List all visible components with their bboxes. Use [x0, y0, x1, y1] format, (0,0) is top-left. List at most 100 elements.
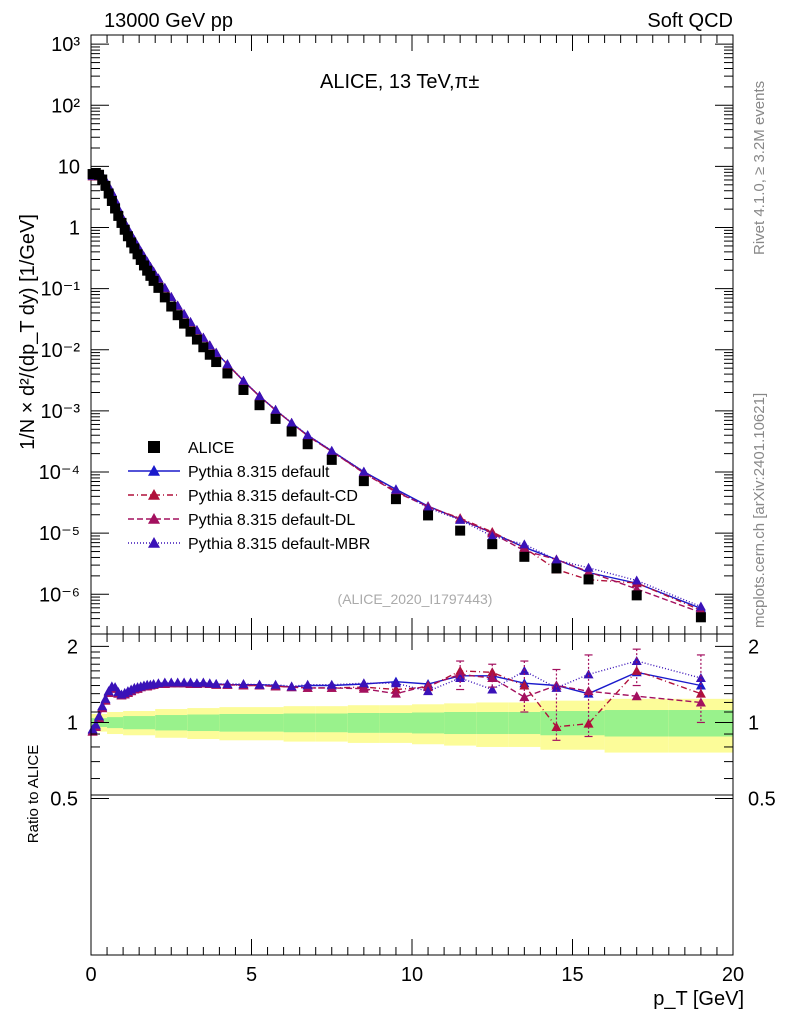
- legend-label: Pythia 8.315 default-MBR: [188, 536, 370, 553]
- y-tick-label: 10⁻⁴: [39, 462, 80, 484]
- band-inner: [412, 712, 445, 734]
- uncertainty-band: [91, 698, 733, 753]
- ratio-point: [583, 686, 594, 696]
- ratio-point: [695, 697, 706, 707]
- ratio-point: [583, 669, 594, 679]
- ratio-point: [87, 724, 98, 734]
- band-inner: [155, 715, 188, 731]
- ratio-point: [222, 678, 233, 688]
- x-tick-label: 5: [246, 964, 257, 986]
- main-y-tick-labels: 10³ 10² 10 1 10⁻¹ 10⁻² 10⁻³ 10⁻⁴ 10⁻⁵ 10⁻⁶: [39, 34, 81, 606]
- alice-point: [166, 301, 177, 312]
- band-inner: [668, 710, 733, 737]
- alice-point: [583, 574, 594, 585]
- main-series: [87, 168, 706, 623]
- alice-point: [116, 217, 127, 228]
- main-point: [519, 539, 530, 549]
- ratio-panel: 2 2 1 1 0.5 0.5 0 5 10 15 20 Ratio to ALICE p_T […: [25, 633, 776, 1010]
- alice-point: [222, 368, 233, 379]
- ratio-point: [631, 656, 642, 666]
- main-point: [270, 404, 281, 414]
- alice-point: [153, 282, 164, 293]
- ratio-point: [270, 679, 281, 689]
- ratio-y-tick-label-right: 2: [748, 636, 759, 658]
- x-axis-label: p_T [GeV]: [653, 988, 744, 1010]
- ratio-point: [159, 677, 170, 687]
- x-tick-label: 20: [722, 964, 744, 986]
- band-inner: [219, 714, 252, 732]
- alice-point: [302, 439, 313, 450]
- x-tick-label: 15: [561, 964, 583, 986]
- ratio-point: [254, 679, 265, 689]
- alice-point: [138, 260, 149, 271]
- y-tick-label: 10⁻²: [41, 340, 81, 362]
- alice-point: [113, 210, 124, 221]
- alice-point: [185, 326, 196, 337]
- ratio-point: [423, 680, 434, 690]
- ratio-y-tick-label: 0.5: [50, 789, 78, 811]
- main-point: [358, 466, 369, 476]
- ratio-point: [179, 677, 190, 687]
- ratio-point: [390, 688, 401, 698]
- legend-swatch-data: [148, 441, 160, 453]
- y-tick-label: 10: [58, 156, 80, 178]
- legend: ALICE Pythia 8.315 default Pythia 8.315 de…: [128, 440, 370, 553]
- alice-point: [179, 318, 190, 329]
- band-inner: [107, 717, 124, 729]
- main-point: [423, 502, 434, 512]
- alice-point: [286, 426, 297, 437]
- alice-point: [103, 188, 114, 199]
- band-inner: [251, 714, 284, 732]
- rivet-caption: Rivet 4.1.0, ≥ 3.2M events: [751, 81, 768, 255]
- band-inner: [347, 713, 380, 733]
- alice-point: [159, 292, 170, 303]
- band-inner: [283, 713, 316, 733]
- ratio-y-tick-label-right: 0.5: [748, 789, 776, 811]
- ratio-axis-label: Ratio to ALICE: [25, 745, 42, 843]
- alice-point: [487, 539, 498, 550]
- y-tick-label: 1: [69, 218, 80, 240]
- header-left: 13000 GeV pp: [104, 10, 233, 32]
- ratio-point: [103, 686, 114, 696]
- alice-point: [135, 254, 146, 265]
- y-axis-label: 1/N × d²/(dp_T dy) [1/GeV]: [17, 214, 39, 450]
- alice-point: [631, 590, 642, 601]
- plot-title: ALICE, 13 TeV,π±: [320, 71, 479, 93]
- alice-point: [198, 342, 209, 353]
- ratio-point: [204, 678, 215, 688]
- alice-point: [326, 454, 337, 465]
- main-point: [326, 445, 337, 455]
- alice-point: [191, 334, 202, 345]
- main-point: [222, 359, 233, 369]
- alice-point: [119, 224, 130, 235]
- alice-point: [129, 243, 140, 254]
- mcplots-caption: mcplots.cern.ch [arXiv:2401.10621]: [751, 393, 768, 628]
- ratio-point: [358, 678, 369, 688]
- main-curve-1: [92, 172, 702, 610]
- alice-point: [358, 476, 369, 487]
- ratio-point: [90, 719, 101, 729]
- ratio-series: [87, 648, 706, 741]
- ratio-point: [487, 684, 498, 694]
- y-tick-label: 10⁻⁵: [39, 523, 80, 545]
- ratio-y-tick-label-right: 1: [748, 712, 759, 734]
- alice-point: [270, 413, 281, 424]
- ratio-point: [695, 688, 706, 698]
- main-curve-3: [92, 172, 702, 614]
- ratio-y-tick-label: 1: [67, 712, 78, 734]
- main-curve-4: [92, 172, 702, 608]
- y-tick-label: 10⁻⁶: [39, 584, 80, 606]
- ratio-point: [185, 677, 196, 687]
- y-tick-label: 10³: [51, 34, 80, 56]
- ratio-point: [695, 672, 706, 682]
- ratio-point: [302, 679, 313, 689]
- band-inner: [444, 712, 477, 735]
- ratio-point: [519, 692, 530, 702]
- band-inner: [379, 713, 412, 733]
- y-tick-label: 10²: [51, 95, 80, 117]
- analysis-id: (ALICE_2020_I1797443): [338, 591, 493, 607]
- ratio-point: [94, 711, 105, 721]
- ratio-point: [166, 677, 177, 687]
- main-ticks: [90, 35, 734, 634]
- ratio-point: [326, 679, 337, 689]
